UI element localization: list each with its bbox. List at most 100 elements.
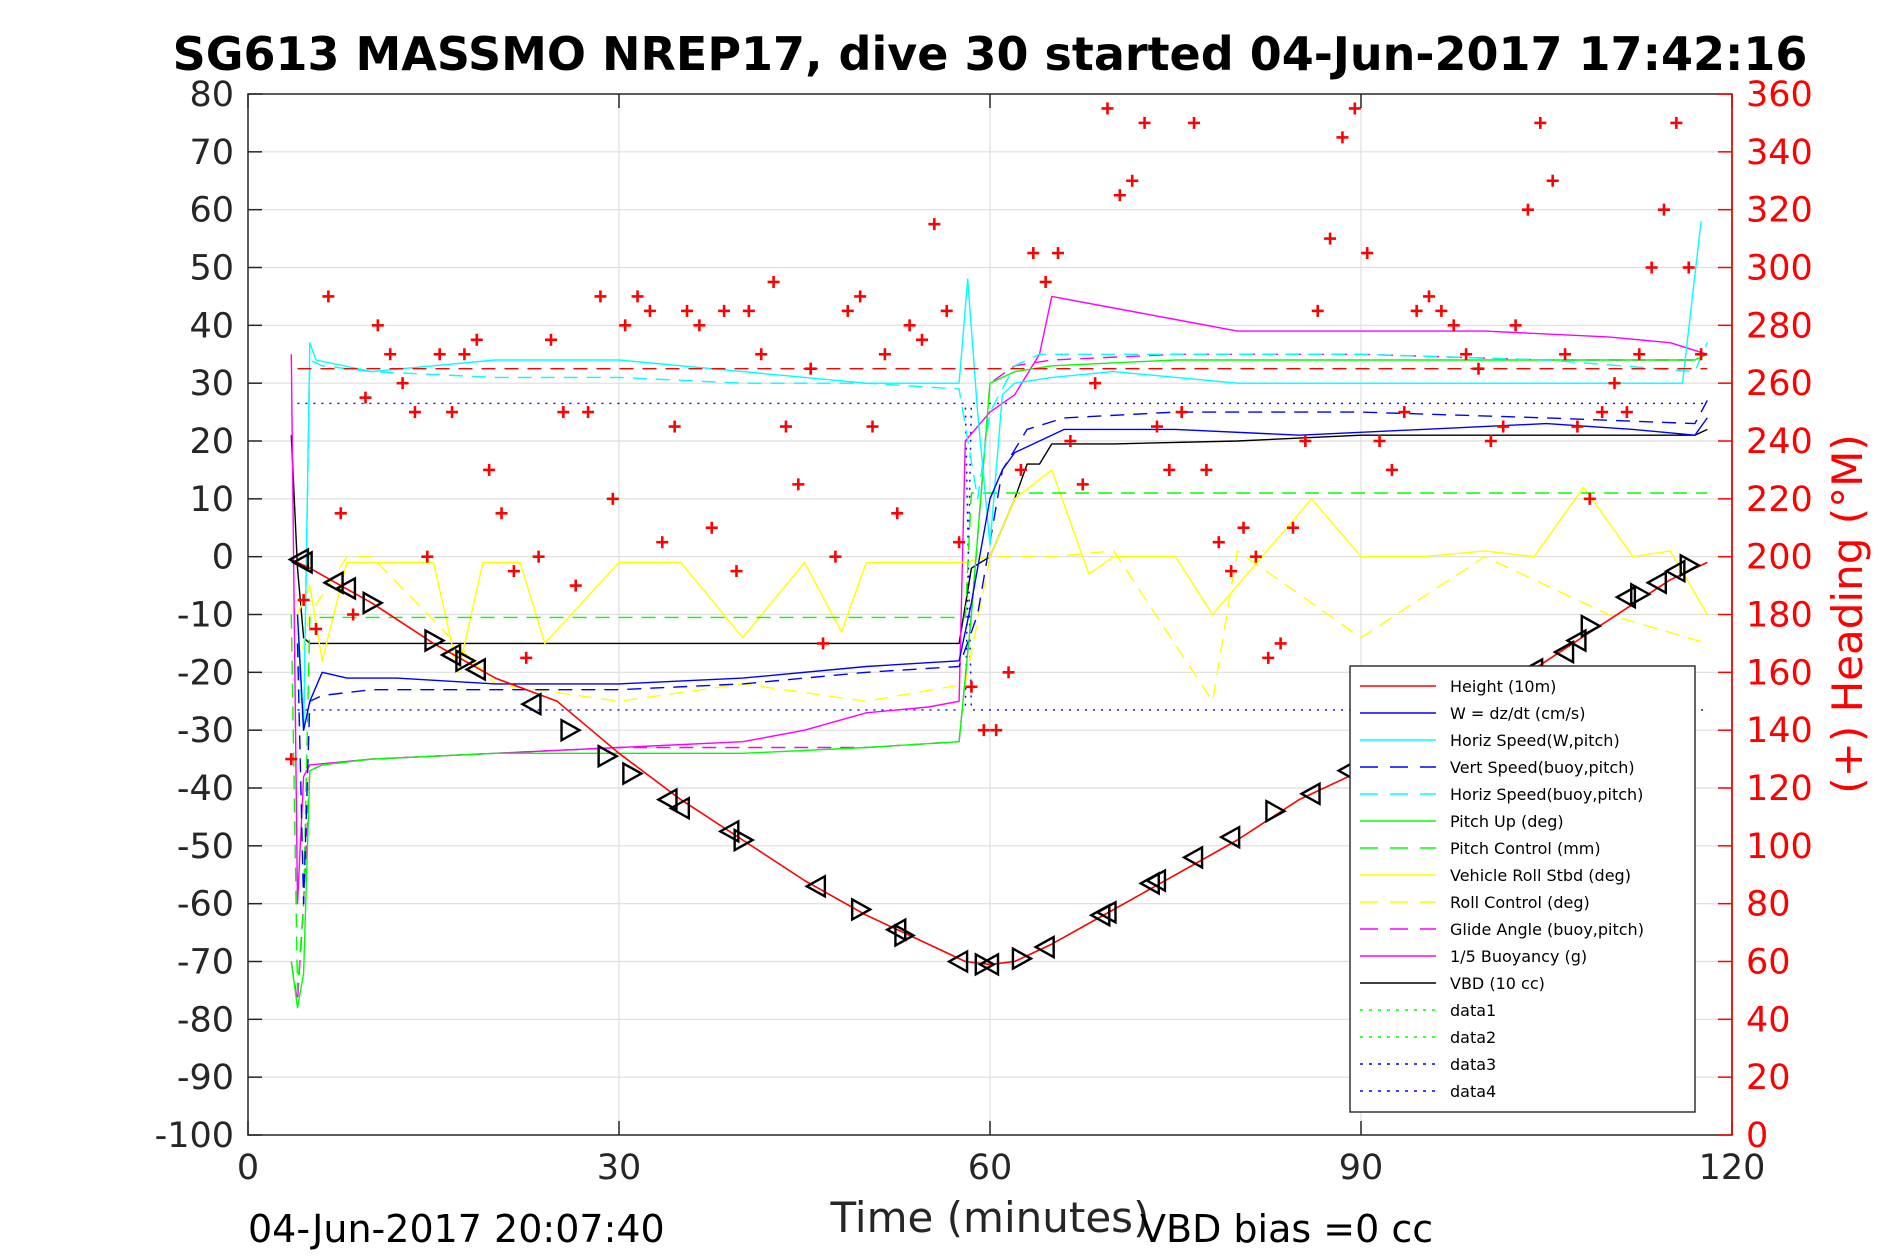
heading-marker xyxy=(1633,348,1646,361)
heading-marker xyxy=(544,333,557,346)
heading-marker xyxy=(903,319,916,332)
triangle-marker xyxy=(455,648,477,673)
y-tick-label-left: -80 xyxy=(177,1000,234,1040)
series-line-roll_control xyxy=(296,550,1708,702)
heading-marker xyxy=(1324,232,1337,245)
triangle-marker xyxy=(1033,935,1055,960)
y-tick-label-right: 240 xyxy=(1746,422,1813,462)
heading-marker xyxy=(446,406,459,419)
legend-label-height: Height (10m) xyxy=(1450,677,1556,696)
heading-marker xyxy=(1559,348,1572,361)
heading-marker xyxy=(1521,203,1534,216)
triangle-marker xyxy=(1614,585,1637,610)
heading-marker xyxy=(631,290,644,303)
heading-marker xyxy=(1373,435,1386,447)
heading-marker xyxy=(1497,420,1510,433)
y-tick-label-right: 220 xyxy=(1746,480,1813,520)
heading-marker xyxy=(1657,203,1670,216)
triangle-marker xyxy=(668,796,691,821)
x-tick-label: 0 xyxy=(237,1148,259,1188)
heading-marker xyxy=(1385,463,1398,476)
heading-marker xyxy=(285,753,298,766)
heading-marker xyxy=(1101,102,1114,115)
y-tick-label-left: 80 xyxy=(189,75,234,115)
heading-marker xyxy=(1052,247,1065,260)
heading-marker xyxy=(310,622,323,635)
heading-marker xyxy=(730,565,743,578)
triangle-marker xyxy=(1095,900,1117,925)
y-tick-label-left: -10 xyxy=(177,596,234,636)
y-tick-label-left: -20 xyxy=(177,653,234,693)
heading-marker xyxy=(891,507,904,520)
chart-title: SG613 MASSMO NREP17, dive 30 started 04-… xyxy=(173,27,1808,81)
heading-marker xyxy=(1472,362,1485,375)
heading-marker xyxy=(1423,290,1436,303)
y-tick-label-left: 20 xyxy=(189,422,234,462)
series-line-pitch_control xyxy=(290,492,1708,992)
heading-marker xyxy=(1398,406,1411,419)
legend-label-roll_control: Roll Control (deg) xyxy=(1450,893,1590,912)
x-axis-label: Time (minutes) xyxy=(830,1193,1150,1242)
triangle-marker xyxy=(291,550,313,575)
heading-marker xyxy=(656,536,669,549)
y-tick-label-left: 40 xyxy=(189,306,234,346)
triangle-marker xyxy=(1580,614,1603,639)
x-tick-label: 90 xyxy=(1339,1148,1384,1188)
heading-marker xyxy=(953,536,966,549)
heading-marker xyxy=(520,651,533,664)
legend-label-data1: data1 xyxy=(1450,1001,1496,1020)
x-tick-label: 30 xyxy=(597,1148,642,1188)
x-tick-label: 60 xyxy=(968,1148,1013,1188)
legend-label-w: W = dz/dt (cm/s) xyxy=(1450,704,1585,723)
series-line-w xyxy=(296,417,1708,731)
heading-marker xyxy=(705,521,718,534)
triangle-marker xyxy=(322,570,344,595)
x-tick-label: 120 xyxy=(1699,1148,1766,1188)
heading-marker xyxy=(1150,420,1163,433)
y-tick-label-right: 20 xyxy=(1746,1058,1791,1098)
heading-marker xyxy=(1014,463,1027,476)
heading-marker xyxy=(1336,131,1349,144)
triangle-marker xyxy=(894,923,916,948)
series-line-horiz_buoy xyxy=(296,342,1708,731)
heading-marker xyxy=(557,406,570,419)
y-tick-label-right: 0 xyxy=(1746,1116,1768,1156)
y-tick-label-left: -30 xyxy=(177,711,234,751)
y-tick-label-left: -90 xyxy=(177,1058,234,1098)
heading-marker xyxy=(1447,319,1460,332)
y-tick-label-right: 260 xyxy=(1746,364,1813,404)
y-tick-label-right: 340 xyxy=(1746,133,1813,173)
legend-label-vbd: VBD (10 cc) xyxy=(1450,974,1545,993)
heading-marker xyxy=(507,565,520,578)
legend-label-vert_buoy: Vert Speed(buoy,pitch) xyxy=(1450,758,1635,777)
heading-marker xyxy=(1039,275,1052,288)
heading-marker xyxy=(742,304,755,317)
footer-vbd-bias: VBD bias =0 cc xyxy=(1140,1207,1433,1251)
heading-marker xyxy=(1274,637,1287,650)
heading-marker xyxy=(1188,116,1201,129)
triangle-marker xyxy=(1552,640,1575,665)
y-tick-label-right: 320 xyxy=(1746,191,1813,231)
triangle-marker xyxy=(439,642,462,668)
triangle-marker xyxy=(655,787,678,812)
footer-timestamp: 04-Jun-2017 20:07:40 xyxy=(248,1207,665,1251)
heading-marker xyxy=(915,333,928,346)
plot-content xyxy=(285,102,1708,1009)
heading-marker xyxy=(1237,521,1250,534)
triangle-marker xyxy=(1265,799,1287,824)
heading-marker xyxy=(1695,348,1708,361)
heading-marker xyxy=(977,724,990,737)
heading-marker xyxy=(594,290,607,303)
heading-marker xyxy=(990,724,1003,737)
heading-marker xyxy=(297,594,310,607)
y-axis-label-right: (+) Heading (°M) xyxy=(1823,434,1872,793)
heading-marker xyxy=(1225,565,1238,578)
legend-label-horiz_w: Horiz Speed(W,pitch) xyxy=(1450,731,1620,750)
heading-marker xyxy=(1311,304,1324,317)
heading-marker xyxy=(322,290,335,303)
heading-marker xyxy=(1249,550,1262,563)
heading-marker xyxy=(854,290,867,303)
heading-marker xyxy=(1138,116,1151,129)
heading-marker xyxy=(532,550,545,563)
heading-marker xyxy=(1089,377,1102,390)
